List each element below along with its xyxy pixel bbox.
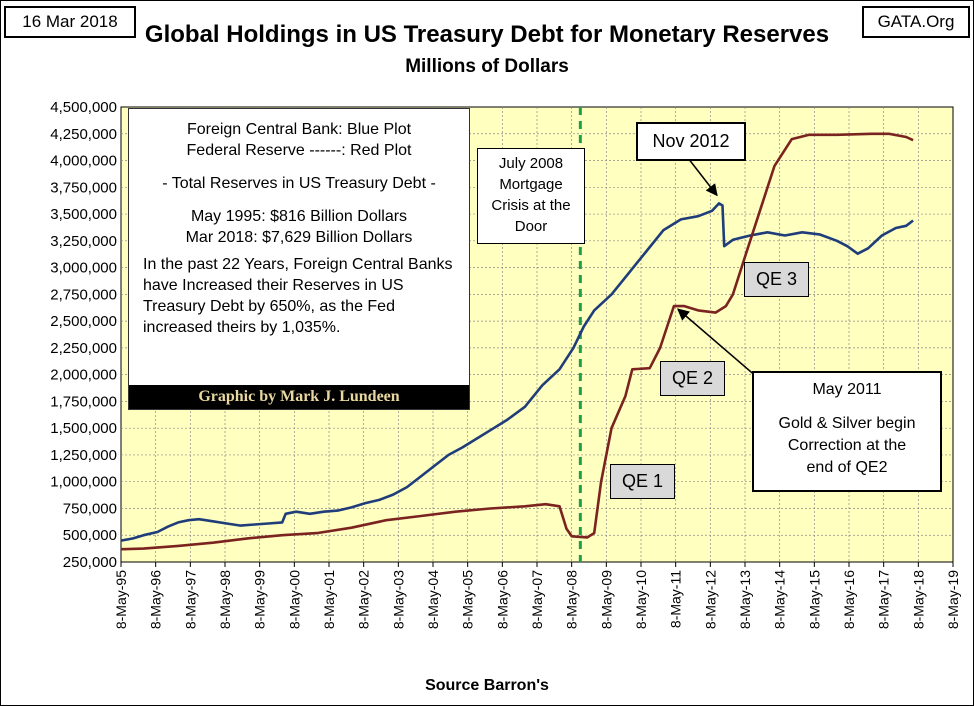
y-tick-label: 4,000,000 bbox=[50, 153, 117, 170]
x-tick-label: 8-May-18 bbox=[910, 570, 926, 629]
chart-title: Global Holdings in US Treasury Debt for … bbox=[144, 21, 830, 48]
crisis-note: July 2008 Mortgage Crisis at the Door bbox=[477, 148, 585, 244]
x-tick-label: 8-May-14 bbox=[772, 570, 788, 629]
x-tick-label: 8-May-11 bbox=[668, 570, 684, 628]
may-2011-line-4: end of QE2 bbox=[806, 459, 888, 476]
info-line-1995: May 1995: $816 Billion Dollars bbox=[190, 208, 408, 225]
y-tick-label: 1,000,000 bbox=[50, 474, 117, 491]
x-tick-label: 8-May-97 bbox=[182, 570, 198, 629]
chart-subtitle: Millions of Dollars bbox=[405, 56, 569, 77]
y-tick-label: 2,750,000 bbox=[50, 286, 117, 303]
x-tick-label: 8-May-13 bbox=[737, 570, 753, 629]
x-tick-label: 8-May-08 bbox=[564, 570, 580, 629]
y-tick-label: 250,000 bbox=[63, 554, 117, 571]
x-tick-label: 8-May-01 bbox=[321, 570, 337, 629]
may-2011-note: May 2011 Gold & Silver begin Correction … bbox=[752, 371, 942, 492]
x-tick-label: 8-May-05 bbox=[460, 570, 476, 629]
x-tick-label: 8-May-15 bbox=[806, 570, 822, 629]
y-tick-label: 1,500,000 bbox=[50, 420, 117, 437]
x-tick-label: 8-May-19 bbox=[945, 570, 961, 629]
qe3-label: QE 3 bbox=[744, 262, 809, 297]
x-tick-label: 8-May-98 bbox=[217, 570, 233, 629]
y-tick-label: 2,500,000 bbox=[50, 313, 117, 330]
x-tick-label: 8-May-07 bbox=[529, 570, 545, 629]
y-tick-label: 750,000 bbox=[63, 500, 117, 517]
y-tick-label: 1,250,000 bbox=[50, 447, 117, 464]
x-tick-label: 8-May-16 bbox=[841, 570, 857, 629]
x-tick-label: 8-May-02 bbox=[356, 570, 372, 629]
x-tick-label: 8-May-04 bbox=[425, 570, 441, 629]
x-tick-label: 8-May-00 bbox=[286, 570, 302, 629]
y-tick-label: 4,250,000 bbox=[50, 126, 117, 143]
x-tick-label: 8-May-95 bbox=[113, 570, 129, 629]
y-tick-label: 3,500,000 bbox=[50, 206, 117, 223]
x-tick-label: 8-May-03 bbox=[390, 570, 406, 629]
y-tick-label: 3,000,000 bbox=[50, 260, 117, 277]
x-tick-label: 8-May-06 bbox=[494, 570, 510, 629]
info-line-foreign: Foreign Central Bank: Blue Plot bbox=[186, 121, 412, 138]
x-tick-label: 8-May-99 bbox=[252, 570, 268, 629]
x-tick-label: 8-May-17 bbox=[876, 570, 892, 629]
nov-2012-arrow bbox=[687, 157, 718, 197]
info-paragraph: In the past 22 Years, Foreign Central Ba… bbox=[143, 256, 453, 336]
x-tick-label: 8-May-12 bbox=[702, 570, 718, 629]
y-tick-label: 500,000 bbox=[63, 527, 117, 544]
info-line-heading: - Total Reserves in US Treasury Debt - bbox=[162, 175, 436, 192]
x-axis-label: Source Barron's bbox=[425, 677, 549, 694]
source-site-label: GATA.Org bbox=[862, 6, 970, 38]
date-label: 16 Mar 2018 bbox=[4, 6, 136, 38]
crisis-line-1: July 2008 bbox=[498, 155, 564, 172]
info-line-fed: Federal Reserve ------: Red Plot bbox=[186, 142, 412, 159]
qe2-label: QE 2 bbox=[660, 361, 725, 396]
x-tick-label: 8-May-09 bbox=[598, 570, 614, 629]
y-tick-label: 4,500,000 bbox=[50, 99, 117, 116]
crisis-line-4: Door bbox=[514, 218, 548, 235]
y-tick-label: 3,250,000 bbox=[50, 233, 117, 250]
info-box: Foreign Central Bank: Blue Plot Federal … bbox=[128, 108, 470, 410]
may-2011-line-3: Correction at the bbox=[787, 437, 907, 454]
foreign-central-bank-line bbox=[120, 202, 914, 542]
may-2011-line-2: Gold & Silver begin bbox=[778, 415, 916, 432]
crisis-line-3: Crisis at the bbox=[491, 197, 571, 214]
y-tick-label: 2,250,000 bbox=[50, 340, 117, 357]
qe1-label: QE 1 bbox=[610, 464, 675, 499]
federal-reserve-line bbox=[120, 132, 914, 551]
info-line-2018: Mar 2018: $7,629 Billion Dollars bbox=[185, 229, 413, 246]
y-tick-label: 2,000,000 bbox=[50, 367, 117, 384]
y-tick-label: 3,750,000 bbox=[50, 179, 117, 196]
y-tick-label: 1,750,000 bbox=[50, 393, 117, 410]
crisis-line-2: Mortgage bbox=[499, 176, 563, 193]
may-2011-line-1: May 2011 bbox=[812, 381, 882, 398]
x-tick-label: 8-May-96 bbox=[148, 570, 164, 629]
x-tick-label: 8-May-10 bbox=[633, 570, 649, 629]
nov-2012-note: Nov 2012 bbox=[636, 122, 746, 161]
credit-banner: Graphic by Mark J. Lundeen bbox=[129, 385, 469, 409]
axes: 250,000 500,000 750,000 1,000,000 1,250,000 1… bbox=[50, 99, 961, 629]
